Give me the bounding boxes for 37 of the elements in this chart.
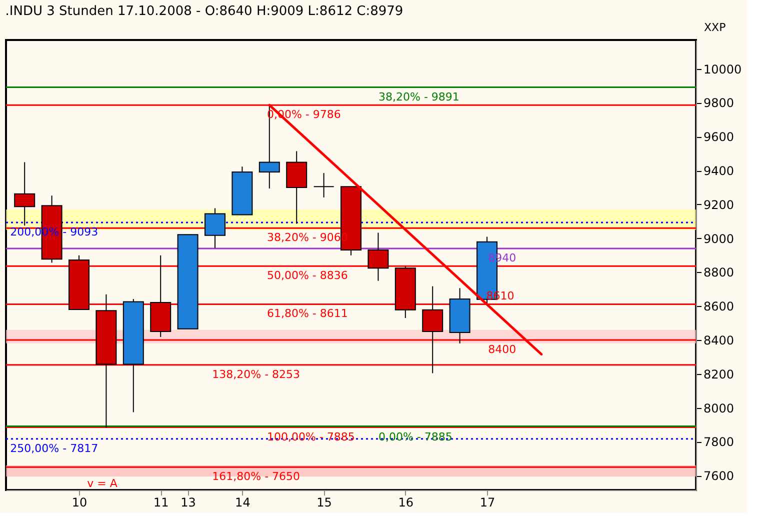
y-tick-label: 10000 [704, 62, 742, 76]
y-tick-label: 8800 [704, 266, 734, 280]
x-tick-label: 10 [72, 496, 88, 510]
candlestick [204, 208, 226, 249]
annotation: v = A [87, 477, 118, 490]
y-tick-label: 9400 [704, 164, 734, 178]
chart-title: .INDU 3 Stunden 17.10.2008 - O:8640 H:9009 L:8612 C:8979 [5, 4, 404, 19]
candlestick [313, 172, 334, 198]
annotation: 61,80% - 8611 [266, 307, 348, 320]
annotation: 38,20% - 9891 [378, 90, 460, 104]
candlestick [368, 232, 389, 282]
ref-line-label: 8400 [488, 343, 516, 356]
y-tick-label: 8200 [704, 367, 734, 382]
text: XXP [704, 21, 726, 34]
annotation: 250,00% - 7817 [10, 442, 98, 455]
annotation: 50,00% - 8836 [266, 269, 348, 282]
x-tick-label: 11 [153, 496, 169, 510]
y-tick-label: 7800 [704, 435, 734, 450]
y-tick-label: 8600 [704, 300, 734, 314]
y-tick-label: 9200 [704, 198, 734, 212]
y-tick-label: 8400 [704, 334, 734, 348]
y-tick-label: 9600 [704, 130, 734, 144]
annotation: 161,80% - 7650 [212, 470, 300, 484]
x-tick-label: 14 [235, 496, 250, 510]
annotation: 138,20% - 8253 [212, 368, 300, 381]
x-tick-label: 16 [398, 496, 414, 510]
x-tick-label: 17 [480, 496, 496, 510]
annotation: 0,00% - 7885 [378, 430, 452, 444]
y-tick-label: 9800 [704, 96, 734, 110]
y-tick-label: 9000 [704, 232, 734, 246]
x-tick-label: 13 [180, 496, 196, 510]
y-tick-label: 7600 [704, 469, 734, 484]
annotation: 100,00% - 7885 [266, 430, 355, 444]
candlestick [14, 162, 36, 226]
x-tick-label: 15 [316, 496, 332, 510]
candlestick [422, 286, 444, 374]
y-tick-label: 8000 [704, 401, 734, 416]
